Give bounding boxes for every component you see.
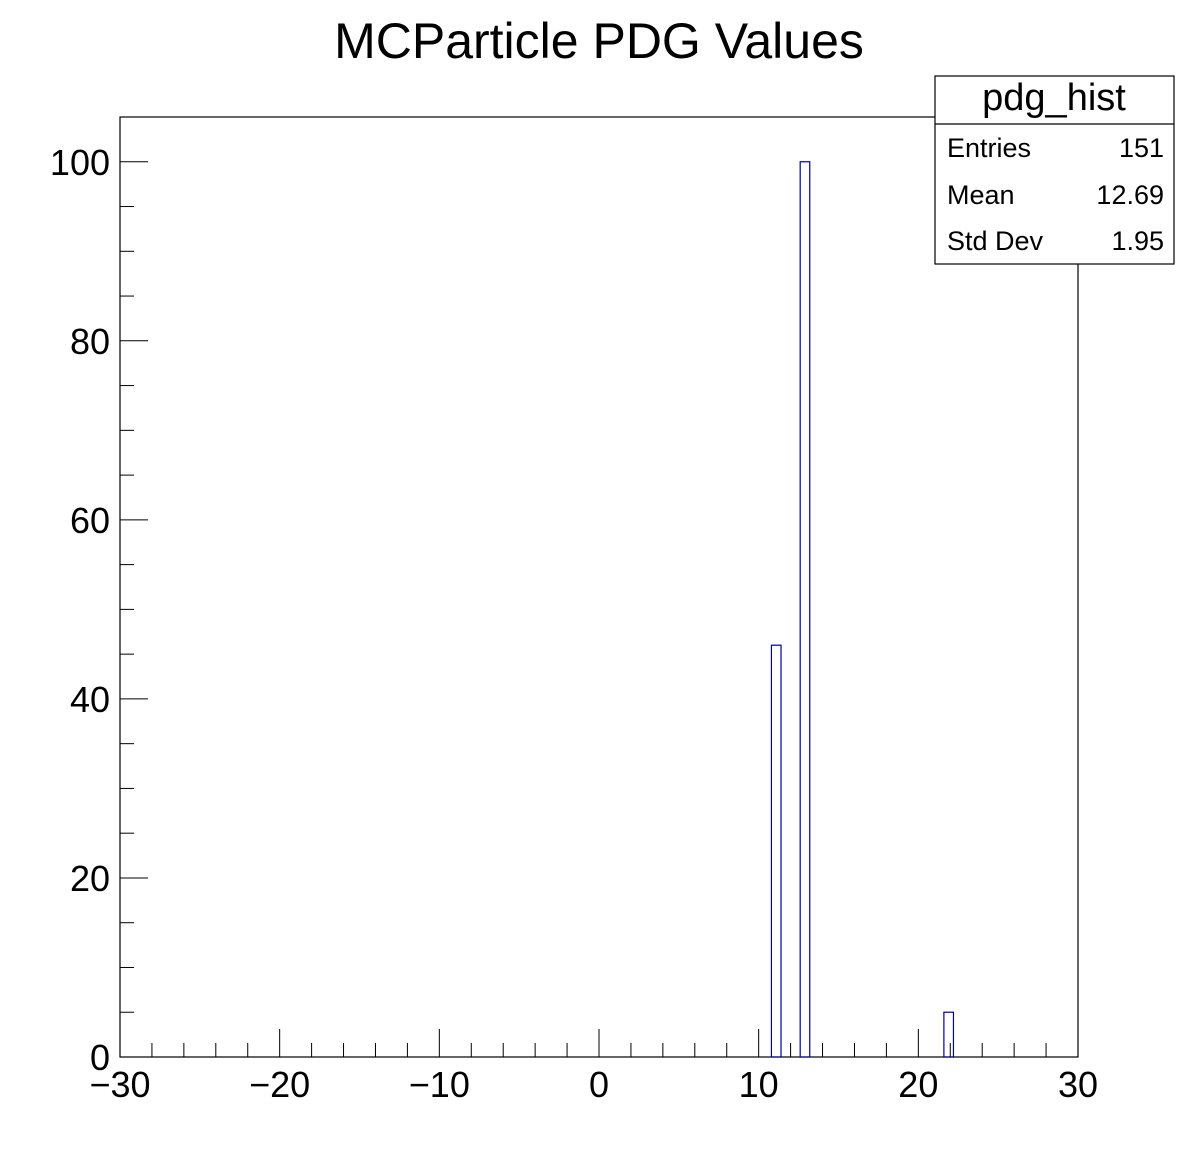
- plot-frame: [119, 116, 1079, 1058]
- chart-title: MCParticle PDG Values: [334, 13, 864, 69]
- x-tick-label: 10: [739, 1064, 779, 1105]
- stats-entries-value: 151: [1119, 133, 1164, 163]
- histogram-bar-0: [770, 644, 782, 1058]
- x-tick-label: −30: [89, 1064, 150, 1105]
- stats-mean-label: Mean: [947, 180, 1015, 210]
- stats-box-title: pdg_hist: [982, 77, 1126, 119]
- y-tick-label: 80: [70, 321, 110, 362]
- x-tick-label: 20: [898, 1064, 938, 1105]
- stats-stddev-label: Std Dev: [947, 226, 1044, 256]
- axes-layer: −30 −20 −10 0 10 20 30 0 20 40 60 80 100: [50, 116, 1098, 1105]
- y-tick-label: 0: [90, 1037, 110, 1078]
- stats-entries-label: Entries: [947, 133, 1031, 163]
- stats-mean-value: 12.69: [1096, 180, 1164, 210]
- stats-stddev-value: 1.95: [1111, 226, 1164, 256]
- y-tick-label: 20: [70, 858, 110, 899]
- y-tick-label: 100: [50, 142, 110, 183]
- y-tick-label: 40: [70, 679, 110, 720]
- x-tick-label: 30: [1058, 1064, 1098, 1105]
- x-tick-label: −10: [409, 1064, 470, 1105]
- stats-box: pdg_hist Entries 151 Mean 12.69 Std Dev …: [934, 75, 1175, 265]
- bars-layer: [770, 161, 955, 1058]
- y-tick-label: 60: [70, 500, 110, 541]
- stats-box-frame: [934, 75, 1175, 265]
- histogram-bar-2: [943, 1011, 955, 1058]
- x-tick-label: 0: [589, 1064, 609, 1105]
- x-tick-label: −20: [249, 1064, 310, 1105]
- histogram-bar-1: [799, 161, 811, 1058]
